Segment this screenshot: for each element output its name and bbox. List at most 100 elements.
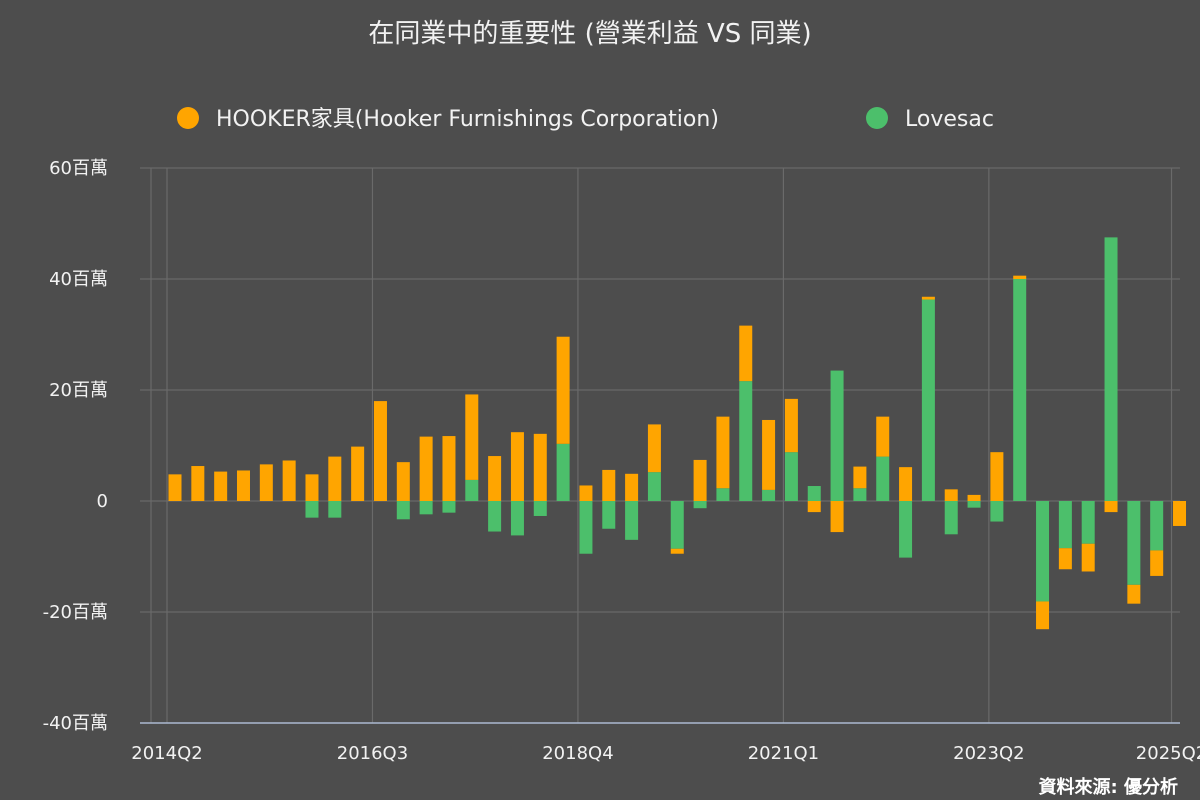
bar-hooker-2019Q1[interactable] [602,469,616,501]
y-tick-label: -20百萬 [43,602,108,623]
bar-lovesac-2017Q2[interactable] [442,501,456,513]
bar-lovesac-2017Q1[interactable] [419,501,433,515]
y-tick-label: 0 [97,491,108,512]
bar-hooker-2014Q4[interactable] [214,471,228,501]
bar-hooker-2024Q3[interactable] [1104,501,1118,513]
bar-hooker-2017Q3[interactable] [465,394,479,480]
bar-lovesac-2024Q3[interactable] [1104,237,1118,501]
bar-hooker-2022Q2[interactable] [899,467,913,501]
bar-lovesac-2019Q4[interactable] [670,501,684,549]
bar-lovesac-2022Q4[interactable] [944,501,958,535]
bar-hooker-2016Q3[interactable] [373,401,387,501]
legend-label-hooker: HOOKER家具(Hooker Furnishings Corporation) [216,107,719,132]
bar-hooker-2025Q1[interactable] [1150,550,1164,576]
bar-hooker-2019Q2[interactable] [625,473,639,501]
bar-lovesac-2018Q4[interactable] [579,501,593,554]
bar-lovesac-2021Q2[interactable] [807,486,821,501]
legend-marker-hooker [177,107,199,129]
bar-hooker-2018Q2[interactable] [533,433,547,501]
bar-lovesac-2017Q4[interactable] [488,501,502,532]
bar-lovesac-2021Q4[interactable] [853,488,867,501]
bar-hooker-2018Q1[interactable] [510,432,524,501]
bar-hooker-2021Q1[interactable] [784,398,798,453]
legend: HOOKER家具(Hooker Furnishings Corporation)… [177,107,994,132]
axis-layer: 60百萬 40百萬 20百萬 0 -20百萬 -40百萬 2014Q2 2016Q3 2018Q… [43,158,1200,764]
source-label: 資料來源: 優分析 [1039,776,1178,798]
bar-lovesac-2022Q2[interactable] [899,501,913,558]
bar-lovesac-2023Q1[interactable] [967,501,981,508]
bar-hooker-2015Q1[interactable] [236,470,250,501]
bar-hooker-2018Q4[interactable] [579,485,593,501]
legend-item-lovesac[interactable]: Lovesac [866,107,994,132]
legend-marker-lovesac [866,107,888,129]
bar-lovesac-2020Q2[interactable] [716,488,730,501]
bar-hooker-2023Q3[interactable] [1013,275,1027,279]
bar-lovesac-2020Q4[interactable] [762,489,776,501]
bar-lovesac-2022Q1[interactable] [876,456,890,501]
bar-hooker-2025Q2[interactable] [1173,501,1187,526]
bar-hooker-2018Q3[interactable] [556,336,570,444]
bar-hooker-2016Q4[interactable] [396,462,410,501]
bar-lovesac-2024Q1[interactable] [1058,501,1072,549]
bar-lovesac-2016Q1[interactable] [328,501,342,518]
bar-lovesac-2018Q2[interactable] [533,501,547,516]
bar-lovesac-2018Q1[interactable] [510,501,524,536]
bar-hooker-2024Q1[interactable] [1058,548,1072,570]
bar-lovesac-2023Q2[interactable] [990,501,1004,522]
bar-hooker-2024Q2[interactable] [1081,543,1095,572]
bar-hooker-2024Q4[interactable] [1127,584,1141,604]
bar-hooker-2022Q3[interactable] [921,296,935,300]
chart-title: 在同業中的重要性 (營業利益 VS 同業) [368,19,811,49]
bar-hooker-2015Q4[interactable] [305,474,319,501]
bar-lovesac-2019Q2[interactable] [625,501,639,540]
bar-lovesac-2024Q2[interactable] [1081,501,1095,544]
bar-hooker-2021Q4[interactable] [853,466,867,489]
bar-hooker-2016Q2[interactable] [351,446,365,501]
bar-lovesac-2019Q1[interactable] [602,501,616,529]
bar-lovesac-2020Q1[interactable] [693,501,707,509]
bar-hooker-2019Q4[interactable] [670,548,684,554]
bar-hooker-2023Q4[interactable] [1036,601,1050,630]
bar-hooker-2023Q1[interactable] [967,494,981,501]
bar-lovesac-2023Q3[interactable] [1013,279,1027,501]
bar-hooker-2020Q3[interactable] [739,325,753,382]
bar-lovesac-2015Q4[interactable] [305,501,319,518]
bar-hooker-2017Q4[interactable] [488,456,502,501]
bar-hooker-2021Q2[interactable] [807,501,821,513]
bar-lovesac-2025Q1[interactable] [1150,501,1164,551]
legend-item-hooker[interactable]: HOOKER家具(Hooker Furnishings Corporation) [177,107,719,132]
bar-hooker-2015Q3[interactable] [282,460,296,501]
bar-lovesac-2019Q3[interactable] [647,472,661,501]
bar-lovesac-2024Q4[interactable] [1127,501,1141,585]
bar-lovesac-2022Q3[interactable] [921,299,935,501]
bar-hooker-2016Q1[interactable] [328,456,342,501]
bar-hooker-2020Q1[interactable] [693,459,707,501]
y-tick-label: -40百萬 [43,713,108,734]
bar-lovesac-2023Q4[interactable] [1036,501,1050,602]
bar-hooker-2022Q1[interactable] [876,416,890,457]
bar-hooker-2015Q2[interactable] [259,464,273,501]
bar-hooker-2020Q2[interactable] [716,416,730,489]
x-tick-label: 2018Q4 [542,743,613,764]
bar-hooker-2017Q2[interactable] [442,436,456,501]
bar-lovesac-2020Q3[interactable] [739,381,753,501]
bar-lovesac-2016Q4[interactable] [396,501,410,520]
legend-label-lovesac: Lovesac [905,107,994,132]
bar-lovesac-2021Q1[interactable] [784,452,798,501]
bar-hooker-2014Q3[interactable] [191,466,205,501]
bar-hooker-2022Q4[interactable] [944,489,958,501]
bar-lovesac-2021Q3[interactable] [830,370,844,501]
bar-lovesac-2018Q3[interactable] [556,443,570,501]
bar-hooker-2019Q3[interactable] [647,424,661,473]
bar-hooker-2021Q3[interactable] [830,501,844,533]
bar-hooker-2023Q2[interactable] [990,452,1004,501]
bar-hooker-2017Q1[interactable] [419,436,433,501]
x-tick-label: 2023Q2 [953,743,1024,764]
x-tick-label: 2021Q1 [748,743,819,764]
y-tick-label: 40百萬 [49,269,108,290]
bar-lovesac-2017Q3[interactable] [465,479,479,501]
bar-hooker-2020Q4[interactable] [762,419,776,490]
bar-hooker-2014Q2[interactable] [168,474,182,501]
